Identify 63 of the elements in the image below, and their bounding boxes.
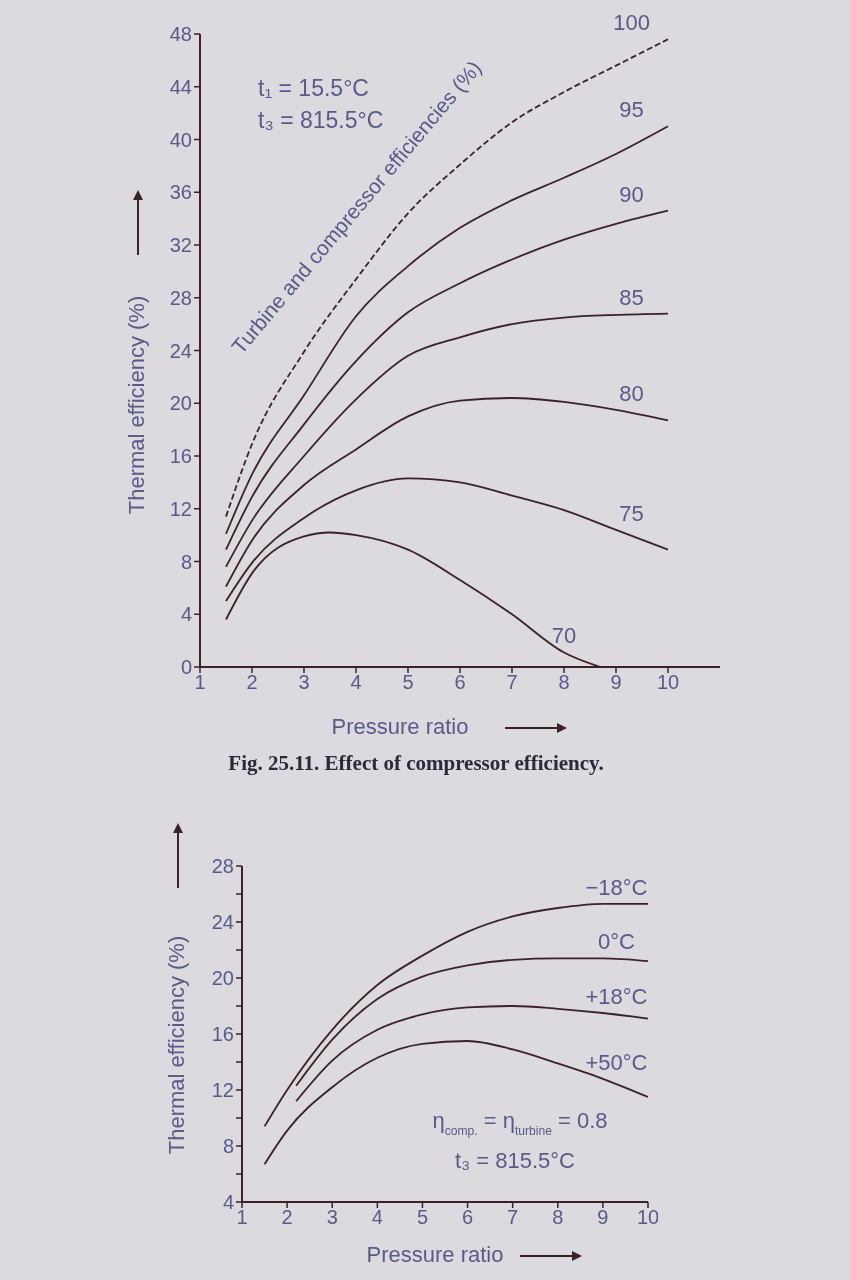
x-tick-label: 3 bbox=[326, 1206, 338, 1229]
x-tick-label: 7 bbox=[506, 671, 518, 694]
series-label: 70 bbox=[551, 623, 577, 649]
series-label: 0°C bbox=[597, 929, 635, 955]
annotation: η$_{comp.}$ = η$_{turbine}$ = 0.8 bbox=[432, 1108, 608, 1138]
x-tick-label: 3 bbox=[298, 671, 310, 694]
series-label: 85 bbox=[619, 284, 644, 310]
x-tick-label: 9 bbox=[610, 671, 622, 694]
series-label: 90 bbox=[619, 181, 644, 207]
line-series bbox=[295, 1005, 648, 1103]
x-tick-label: 10 bbox=[656, 671, 680, 694]
x-tick-label: 2 bbox=[246, 671, 258, 694]
x-axis-title: Pressure ratio bbox=[331, 713, 469, 739]
x-tick-label: 7 bbox=[507, 1206, 519, 1229]
x-tick-label: 5 bbox=[416, 1206, 429, 1229]
y-tick-label: 48 bbox=[169, 23, 192, 46]
line-series bbox=[295, 957, 648, 1087]
y-tick-label: 40 bbox=[169, 128, 192, 151]
caption: Fig. 25.11. Effect of compressor efficiency. bbox=[228, 751, 604, 775]
y-tick-label: 24 bbox=[211, 911, 234, 934]
series-label: 100 bbox=[613, 10, 650, 36]
series-label: 80 bbox=[619, 380, 644, 406]
x-tick-label: 1 bbox=[236, 1206, 248, 1229]
x-tick-label: 4 bbox=[350, 671, 362, 694]
y-tick-label: 44 bbox=[169, 75, 192, 98]
series-label: 95 bbox=[619, 97, 644, 123]
y-tick-label: 8 bbox=[180, 550, 192, 573]
x-tick-label: 2 bbox=[281, 1206, 293, 1229]
series-label: 75 bbox=[619, 500, 644, 526]
annotation: t₃ = 815.5°C bbox=[258, 107, 384, 133]
line-series bbox=[225, 477, 669, 602]
y-tick-label: 32 bbox=[169, 234, 192, 257]
y-tick-label: 28 bbox=[169, 286, 192, 309]
x-tick-label: 9 bbox=[597, 1206, 609, 1229]
y-tick-label: 20 bbox=[169, 392, 192, 415]
y-tick-label: 12 bbox=[211, 1079, 234, 1102]
y-tick-label: 8 bbox=[222, 1135, 234, 1158]
series-label: −18°C bbox=[585, 874, 648, 900]
series-label: +18°C bbox=[585, 984, 648, 1009]
y-axis-title: Thermal efficiency (%) bbox=[163, 935, 189, 1155]
y-tick-label: 24 bbox=[169, 339, 192, 362]
y-tick-label: 4 bbox=[180, 603, 192, 626]
annotation: t₃ = 815.5°C bbox=[455, 1148, 576, 1173]
x-tick-label: 1 bbox=[194, 671, 206, 694]
y-tick-label: 16 bbox=[169, 445, 192, 468]
series-label: +50°C bbox=[585, 1049, 648, 1075]
x-axis-title: Pressure ratio bbox=[366, 1241, 504, 1267]
y-tick-label: 36 bbox=[169, 181, 192, 204]
annotation: t₁ = 15.5°C bbox=[258, 75, 369, 101]
y-tick-label: 12 bbox=[169, 497, 192, 520]
y-tick-label: 28 bbox=[211, 855, 234, 878]
y-tick-label: 16 bbox=[211, 1023, 234, 1046]
x-tick-label: 4 bbox=[371, 1206, 383, 1229]
x-tick-label: 6 bbox=[461, 1206, 474, 1229]
y-tick-label: 4 bbox=[222, 1191, 234, 1214]
x-tick-label: 10 bbox=[636, 1206, 660, 1229]
y-axis-title: Thermal efficiency (%) bbox=[123, 295, 149, 515]
x-tick-label: 8 bbox=[558, 671, 570, 694]
y-tick-label: 20 bbox=[211, 967, 234, 990]
y-tick-label: 0 bbox=[180, 656, 192, 679]
x-tick-label: 5 bbox=[402, 671, 414, 694]
x-tick-label: 6 bbox=[454, 671, 466, 694]
x-tick-label: 8 bbox=[552, 1206, 564, 1229]
